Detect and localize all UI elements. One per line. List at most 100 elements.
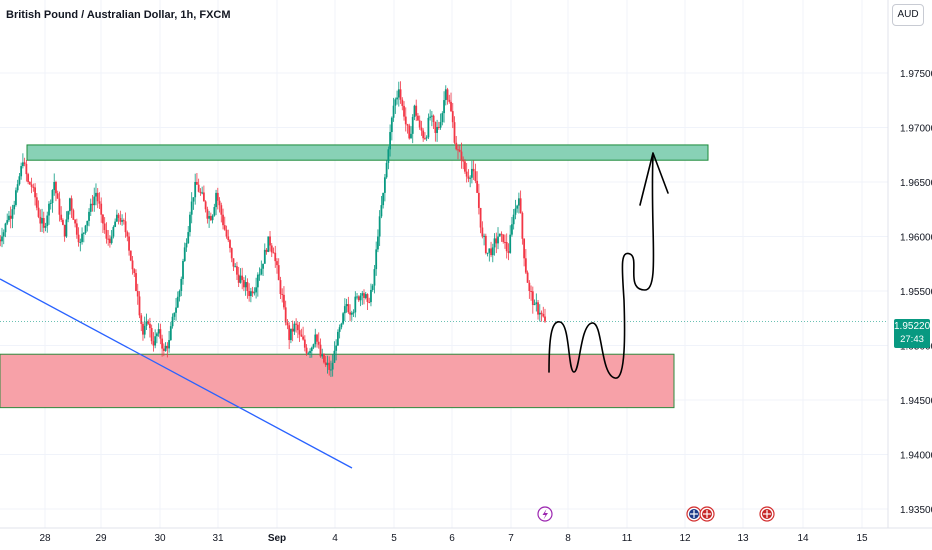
candle-body — [373, 269, 376, 286]
candle-body — [455, 142, 458, 150]
price-axis[interactable]: 1.975001.970001.965001.960001.955001.950… — [887, 0, 932, 528]
candle-body — [44, 226, 47, 228]
candle-body — [62, 219, 64, 225]
candle-body — [161, 338, 164, 349]
candle-body — [312, 344, 315, 348]
candle-body — [427, 117, 430, 138]
currency-button[interactable]: AUD — [892, 4, 924, 26]
candle-body — [319, 344, 322, 357]
candle-body — [296, 324, 299, 331]
candle-body — [263, 249, 266, 264]
candle-body — [237, 274, 240, 283]
candle-body — [51, 190, 54, 203]
candle-body — [338, 327, 341, 332]
candle-body — [425, 137, 428, 139]
candle-body — [413, 105, 416, 117]
candle-body — [20, 166, 23, 177]
candle-body — [196, 182, 198, 185]
price-axis-label: 1.94000 — [900, 451, 932, 462]
candle-body — [523, 238, 526, 259]
descending-trendline — [0, 278, 353, 469]
candle-body — [490, 248, 492, 256]
candle-body — [53, 182, 56, 191]
candle-body — [215, 192, 217, 208]
candle-body — [352, 312, 355, 314]
candle-body — [190, 201, 193, 215]
candle-body — [100, 203, 103, 215]
candle-body — [488, 248, 491, 253]
candle-body — [241, 275, 244, 281]
candle-body — [244, 282, 247, 288]
candle-body — [366, 294, 369, 302]
candle-body — [176, 296, 179, 308]
candle-body — [544, 316, 546, 322]
candle-body — [249, 291, 252, 297]
candle-body — [95, 192, 97, 197]
candle-body — [171, 316, 174, 327]
candle-body — [216, 192, 219, 201]
candle-body — [253, 292, 256, 294]
candle-body — [86, 220, 89, 226]
candle-body — [260, 268, 263, 275]
candle-body — [180, 278, 183, 291]
candle-body — [194, 182, 197, 198]
candle-body — [504, 241, 506, 243]
candle-body — [448, 99, 451, 102]
candle-body — [140, 315, 143, 324]
candle-body — [540, 312, 543, 315]
candle-body — [74, 219, 76, 224]
candle-body — [248, 291, 251, 297]
candle-body — [169, 326, 172, 341]
candle-body — [58, 198, 61, 215]
candle-body — [335, 345, 338, 351]
candle-body — [349, 312, 351, 315]
candle-body — [202, 192, 205, 202]
candle-body — [218, 200, 221, 206]
candle-body — [8, 215, 10, 221]
candle-body — [183, 247, 186, 262]
candle-body — [383, 177, 386, 193]
candle-body — [222, 214, 224, 226]
candle-body — [350, 312, 353, 315]
candle-body — [251, 291, 254, 294]
event-icons-layer[interactable] — [537, 506, 775, 522]
candle-body — [354, 296, 357, 313]
candle-body — [178, 291, 181, 297]
candle-body — [105, 229, 108, 239]
candle-body — [206, 209, 209, 219]
candle-body — [25, 163, 28, 175]
candle-body — [498, 233, 501, 237]
candle-body — [526, 272, 529, 283]
candle-body — [462, 160, 465, 162]
time-axis-label: 6 — [449, 533, 455, 544]
candle-body — [380, 205, 383, 217]
candle-body — [152, 341, 155, 346]
candle-body — [531, 291, 534, 305]
candle-body — [277, 265, 280, 281]
candle-body — [166, 345, 169, 349]
candle-body — [444, 89, 447, 101]
time-axis[interactable]: 28 29 30 31 Sep 4 5 6 7 8 11 12 13 14 15 — [0, 527, 932, 544]
price-axis-label: 1.96500 — [900, 178, 932, 189]
candle-body — [524, 258, 527, 273]
time-axis-label: 5 — [391, 533, 397, 544]
candle-body — [521, 213, 524, 239]
candle-body — [39, 216, 42, 224]
candle-body — [392, 105, 395, 118]
support-zone — [0, 353, 675, 409]
candle-body — [60, 214, 63, 220]
candles-layer — [0, 81, 546, 377]
candle-body — [185, 243, 188, 248]
candle-body — [129, 250, 132, 261]
candle-body — [115, 214, 118, 222]
flag-au-icon — [686, 506, 702, 522]
lightning-icon — [542, 509, 548, 520]
candle-body — [37, 207, 40, 217]
price-axis-label: 1.97000 — [900, 124, 932, 135]
candle-body — [147, 321, 150, 324]
candle-body — [434, 122, 437, 133]
bar-countdown: 27:43 — [900, 334, 924, 345]
candle-body — [192, 197, 195, 202]
candle-body — [364, 294, 367, 298]
